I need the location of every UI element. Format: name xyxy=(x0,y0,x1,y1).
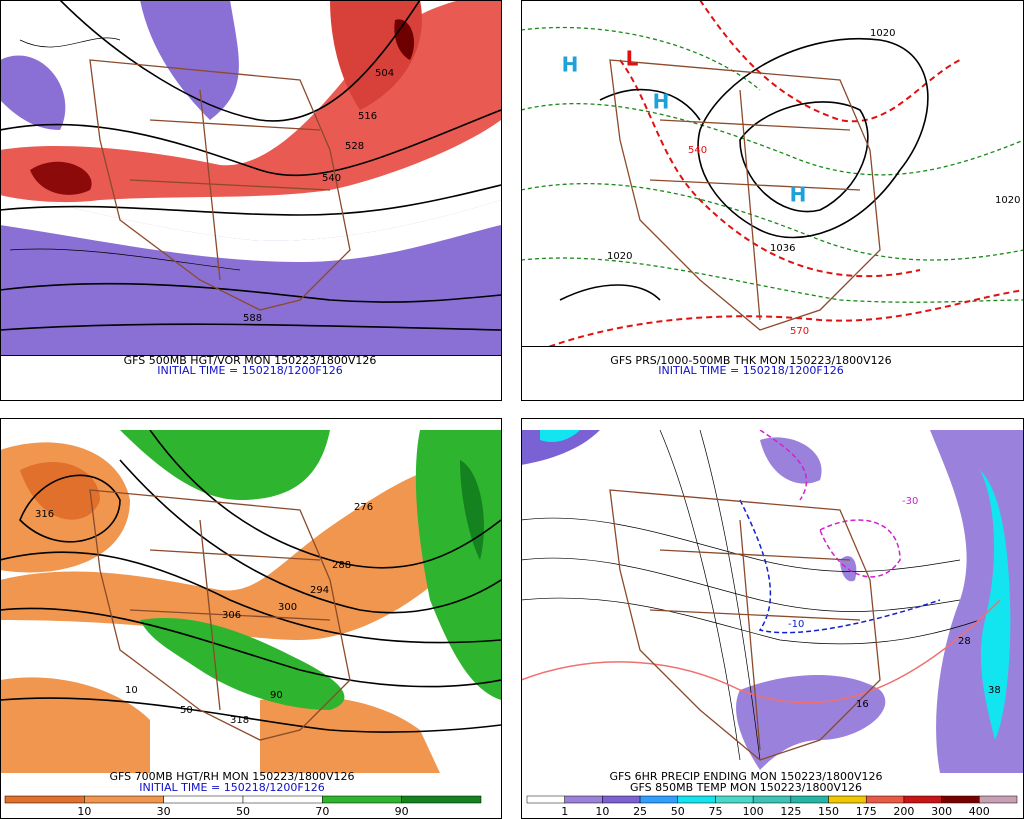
contour-label: 38 xyxy=(988,685,1001,696)
colorbar-label: 125 xyxy=(780,805,801,818)
colorbar-label: 175 xyxy=(856,805,877,818)
colorbar-segment xyxy=(790,795,829,804)
contour-label: -30 xyxy=(902,496,918,507)
colorbar-label: 1 xyxy=(561,805,568,818)
colorbar-segment xyxy=(602,795,641,804)
colorbar-segment xyxy=(639,795,679,804)
caption: GFS 6HR PRECIP ENDING MON 150223/1800V12… xyxy=(609,770,882,783)
contour-label: 516 xyxy=(358,111,377,122)
contour-label: 504 xyxy=(375,68,394,79)
contour-label: 316 xyxy=(35,509,54,520)
high-marker: H xyxy=(790,183,807,207)
contour-label: 300 xyxy=(278,602,297,613)
colorbar-label: 75 xyxy=(708,805,722,818)
map-precip xyxy=(521,430,1024,773)
colorbar-label: 200 xyxy=(893,805,914,818)
colorbar-segment xyxy=(979,795,1018,804)
caption: INITIAL TIME = 150218/1200F126 xyxy=(157,364,342,377)
contour-label: 294 xyxy=(310,585,329,596)
contour-label: -10 xyxy=(788,619,804,630)
colorbar-label: 70 xyxy=(315,805,329,818)
contour-label: 10 xyxy=(125,685,138,696)
contour-label: 540 xyxy=(322,173,341,184)
colorbar-segment xyxy=(322,795,402,804)
colorbar-label: 50 xyxy=(671,805,685,818)
colorbar-label: 30 xyxy=(157,805,171,818)
contour-label: 16 xyxy=(856,699,869,710)
colorbar-segment xyxy=(84,795,164,804)
colorbar-segment xyxy=(163,795,244,804)
colorbar: 1 10 25 50 75 100 125 150 175 200 300 400 xyxy=(526,795,1018,818)
colorbar-label: 25 xyxy=(633,805,647,818)
colorbar-label: 10 xyxy=(595,805,609,818)
contour-label: 276 xyxy=(354,502,373,513)
panel-frame xyxy=(0,0,502,401)
caption: INITIAL TIME = 150218/1200F126 xyxy=(139,781,324,794)
colorbar-label: 300 xyxy=(931,805,952,818)
contour-label: 1036 xyxy=(770,243,795,254)
contour-label: 570 xyxy=(790,326,809,337)
colorbar-label: 50 xyxy=(236,805,250,818)
low-marker: L xyxy=(626,47,639,71)
contour-label: 588 xyxy=(243,313,262,324)
contour-label: 318 xyxy=(230,715,249,726)
colorbar-segment xyxy=(401,795,482,804)
contour-label: 1020 xyxy=(870,28,895,39)
contour-label: 50 xyxy=(180,705,193,716)
contour-label: 28 xyxy=(958,636,971,647)
colorbar-segment xyxy=(715,795,754,804)
high-marker: H xyxy=(562,53,579,77)
colorbar-label: 150 xyxy=(818,805,839,818)
high-marker: H xyxy=(653,90,670,114)
caption: INITIAL TIME = 150218/1200F126 xyxy=(658,364,843,377)
caption: GFS PRS/1000-500MB THK MON 150223/1800V1… xyxy=(610,354,891,367)
colorbar: 10 30 50 70 90 xyxy=(4,795,482,818)
colorbar-segment xyxy=(903,795,942,804)
colorbar-segment xyxy=(865,795,905,804)
colorbar-segment xyxy=(677,795,716,804)
contour-label: 306 xyxy=(222,610,241,621)
contour-label: 288 xyxy=(332,560,351,571)
colorbar-segment xyxy=(752,795,792,804)
caption: GFS 700MB HGT/RH MON 150223/1800V126 xyxy=(110,770,355,783)
contour-label: 528 xyxy=(345,141,364,152)
colorbar-segment xyxy=(564,795,603,804)
caption: GFS 500MB HGT/VOR MON 150223/1800V126 xyxy=(124,354,377,367)
contour-label: 1020 xyxy=(607,251,632,262)
colorbar-segment xyxy=(242,795,323,804)
map-700mb xyxy=(0,430,501,773)
colorbar-segment xyxy=(4,795,85,804)
colorbar-label: 100 xyxy=(743,805,764,818)
colorbar-segment xyxy=(526,795,565,804)
map-thickness xyxy=(521,0,1024,346)
colorbar-segment xyxy=(828,795,867,804)
colorbar-segment xyxy=(941,795,980,804)
colorbar-label: 400 xyxy=(969,805,990,818)
contour-label: 1020 xyxy=(995,195,1020,206)
contour-label: 540 xyxy=(688,145,707,156)
colorbar-label: 90 xyxy=(395,805,409,818)
colorbar-label: 10 xyxy=(77,805,91,818)
contour-label: 90 xyxy=(270,690,283,701)
caption: GFS 850MB TEMP MON 150223/1800V126 xyxy=(630,781,862,794)
map-500mb xyxy=(0,0,501,355)
